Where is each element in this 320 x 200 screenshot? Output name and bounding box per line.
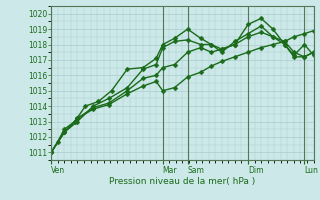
X-axis label: Pression niveau de la mer( hPa ): Pression niveau de la mer( hPa ): [109, 177, 256, 186]
